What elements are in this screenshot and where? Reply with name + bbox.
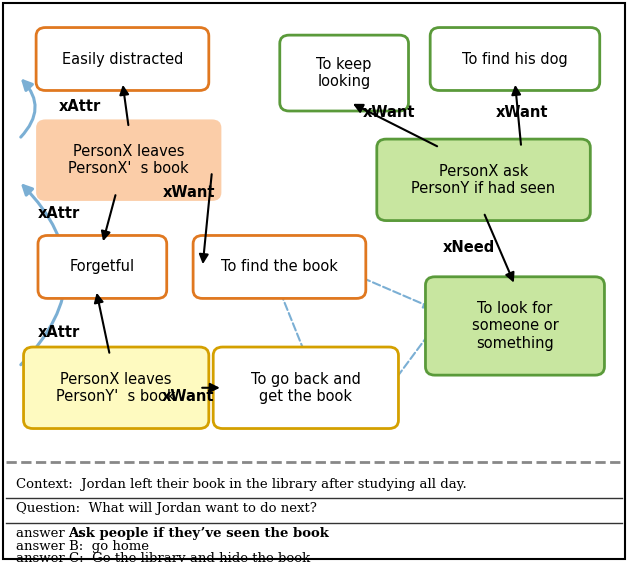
Text: xWant: xWant — [496, 105, 549, 120]
Text: Question:  What will Jordan want to do next?: Question: What will Jordan want to do ne… — [16, 502, 317, 515]
Text: Forgetful: Forgetful — [70, 260, 135, 274]
Text: PersonX leaves
PersonY'  s book: PersonX leaves PersonY' s book — [57, 371, 176, 404]
FancyBboxPatch shape — [36, 28, 208, 90]
Text: Context:  Jordan left their book in the library after studying all day.: Context: Jordan left their book in the l… — [16, 478, 467, 491]
FancyBboxPatch shape — [377, 139, 590, 220]
Text: To go back and
get the book: To go back and get the book — [251, 371, 360, 404]
Text: xAttr: xAttr — [38, 206, 80, 221]
Text: xAttr: xAttr — [38, 325, 80, 340]
Text: Easily distracted: Easily distracted — [62, 52, 183, 66]
Text: To find his dog: To find his dog — [462, 52, 568, 66]
FancyBboxPatch shape — [23, 347, 208, 428]
FancyBboxPatch shape — [36, 120, 222, 201]
Text: answer C:  Go the library and hide the book: answer C: Go the library and hide the bo… — [16, 552, 310, 562]
FancyBboxPatch shape — [430, 28, 600, 90]
FancyBboxPatch shape — [214, 347, 399, 428]
Text: To keep
looking: To keep looking — [317, 57, 372, 89]
Text: xAttr: xAttr — [58, 99, 100, 114]
Text: Ask people if they’ve seen the book: Ask people if they’ve seen the book — [68, 527, 328, 540]
Text: xWant: xWant — [163, 185, 216, 200]
Text: PersonX leaves
PersonX'  s book: PersonX leaves PersonX' s book — [68, 144, 189, 176]
FancyBboxPatch shape — [280, 35, 408, 111]
FancyBboxPatch shape — [425, 277, 604, 375]
Text: xNeed: xNeed — [443, 240, 495, 255]
Text: xWant: xWant — [363, 105, 416, 120]
Text: To look for
someone or
something: To look for someone or something — [472, 301, 558, 351]
Text: xWant: xWant — [162, 389, 215, 404]
FancyBboxPatch shape — [193, 235, 365, 298]
FancyBboxPatch shape — [38, 235, 167, 298]
Text: answer A:: answer A: — [16, 527, 87, 540]
Text: answer B:  go home: answer B: go home — [16, 540, 149, 552]
Text: PersonX ask
PersonY if had seen: PersonX ask PersonY if had seen — [411, 164, 556, 196]
Text: To find the book: To find the book — [221, 260, 338, 274]
